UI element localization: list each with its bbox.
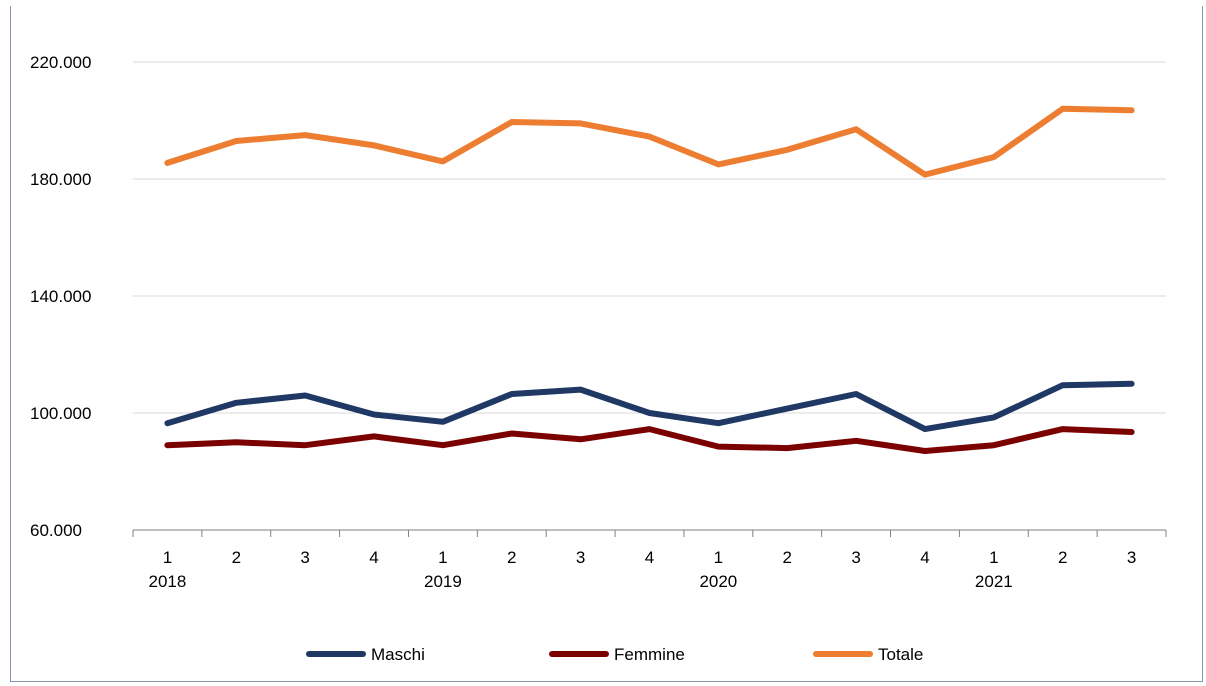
gridlines (133, 61, 1166, 414)
series-line-femmine (164, 426, 1135, 454)
x-year-label: 2021 (975, 572, 1013, 591)
y-tick-label: 140.000 (30, 287, 91, 306)
y-axis: 220.000 180.000 140.000 100.000 60.000 (30, 53, 91, 540)
legend-label-femmine: Femmine (614, 645, 685, 664)
series-lines (164, 105, 1135, 454)
series-line-maschi (164, 380, 1135, 433)
x-tick-label: 4 (645, 548, 654, 567)
y-tick-label: 100.000 (30, 404, 91, 423)
chart-frame (10, 6, 1203, 682)
x-tick-label: 2 (782, 548, 791, 567)
series-line-totale (164, 105, 1135, 178)
x-tick-label: 4 (920, 548, 929, 567)
y-tick-label: 60.000 (30, 521, 82, 540)
x-year-label: 2019 (424, 572, 462, 591)
x-year-label: 2020 (699, 572, 737, 591)
x-tick-label: 3 (1127, 548, 1136, 567)
y-tick-label: 180.000 (30, 170, 91, 189)
x-tick-label: 3 (300, 548, 309, 567)
x-tick-label: 3 (576, 548, 585, 567)
x-tick-label: 1 (989, 548, 998, 567)
x-tick-label: 4 (369, 548, 378, 567)
legend-label-totale: Totale (878, 645, 923, 664)
legend-label-maschi: Maschi (371, 645, 425, 664)
x-year-label: 2018 (149, 572, 187, 591)
x-tick-label: 1 (714, 548, 723, 567)
y-tick-label: 220.000 (30, 53, 91, 72)
x-tick-label: 2 (232, 548, 241, 567)
legend-item-femmine: Femmine (549, 645, 685, 664)
x-tick-label: 2 (1058, 548, 1067, 567)
x-tick-label: 3 (851, 548, 860, 567)
legend: Maschi Femmine Totale (306, 645, 923, 664)
x-axis: 1 2 3 4 1 2 3 4 1 2 3 4 1 2 3 2018 2019 2020 2021 (132, 529, 1167, 591)
x-tick-label: 1 (438, 548, 447, 567)
x-tick-label: 1 (163, 548, 172, 567)
legend-item-totale: Totale (813, 645, 923, 664)
legend-item-maschi: Maschi (306, 645, 425, 664)
x-tick-label: 2 (507, 548, 516, 567)
